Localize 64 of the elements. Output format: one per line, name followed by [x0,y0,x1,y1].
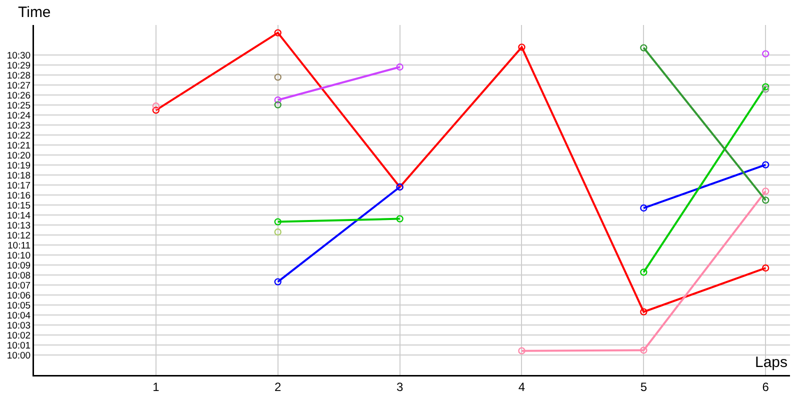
x-tick-label: 5 [640,380,648,394]
point [762,196,770,204]
y-tick-label: 10:02 [6,330,31,342]
point [640,204,648,212]
y-axis-title: Time [18,4,51,21]
y-tick-label: 10:24 [6,110,31,122]
y-tick-label: 10:08 [6,270,31,282]
point [152,106,160,114]
y-tick-label: 10:21 [6,140,31,152]
y-tick-label: 10:01 [6,340,31,352]
point [640,44,648,52]
point [762,83,770,90]
y-tick-label: 10:17 [6,180,31,192]
y-tick-label: 10:16 [6,190,31,202]
point [274,74,282,81]
y-tick-label: 10:07 [6,280,31,292]
y-tick-label: 10:04 [6,310,31,322]
point [518,347,526,354]
y-tick-label: 10:14 [6,210,31,222]
y-tick-label: 10:00 [6,350,31,362]
y-tick-label: 10:10 [6,250,31,262]
y-tick-label: 10:26 [6,90,31,102]
point [274,218,282,226]
point [640,268,648,276]
x-tick-label: 6 [762,380,770,394]
point [274,96,282,104]
point [274,29,282,36]
point [762,50,770,58]
y-tick-label: 10:18 [6,170,31,182]
y-tick-label: 10:22 [6,130,31,142]
y-tick-label: 10:19 [6,160,31,172]
y-tick-label: 10:25 [6,100,31,112]
y-tick-label: 10:09 [6,260,31,272]
y-tick-label: 10:29 [6,60,31,72]
point [152,102,160,110]
y-tick-label: 10:03 [6,320,31,332]
point [396,215,404,222]
point [518,44,526,51]
point [396,63,404,71]
x-tick-label: 2 [274,380,282,394]
y-tick-label: 10:28 [6,70,31,82]
point [762,188,770,195]
y-tick-label: 10:27 [6,80,31,92]
x-tick-label: 3 [396,380,404,394]
point [762,86,770,93]
y-tick-label: 10:06 [6,290,31,302]
y-tick-label: 10:13 [6,220,31,232]
y-tick-label: 10:11 [8,240,31,252]
x-axis-title: Laps [755,354,788,371]
y-tick-label: 10:20 [6,150,31,162]
x-tick-label: 1 [152,380,160,394]
y-tick-label: 10:12 [6,230,31,242]
y-tick-label: 10:23 [6,120,31,132]
x-tick-label: 4 [518,380,526,394]
point [640,308,648,316]
point [274,228,282,236]
point [640,346,648,354]
point [274,278,282,286]
y-tick-label: 10:15 [6,200,31,212]
point [762,264,770,272]
y-tick-label: 10:05 [6,300,31,312]
y-tick-label: 10:30 [6,50,31,62]
point [274,101,282,108]
point [762,161,770,168]
